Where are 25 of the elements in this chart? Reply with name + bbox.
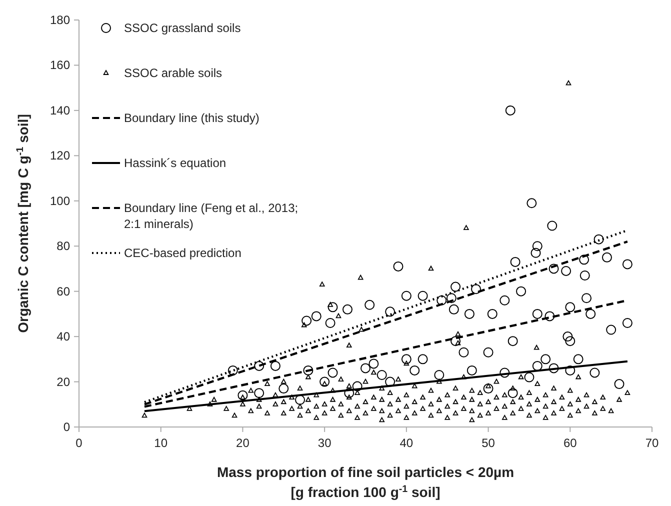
x-tick-label: 20 bbox=[236, 436, 250, 450]
x-tick-label: 50 bbox=[482, 436, 496, 450]
y-tick-label: 120 bbox=[50, 148, 70, 163]
x-tick-label: 10 bbox=[154, 436, 168, 450]
y-tick-label: 100 bbox=[50, 194, 70, 208]
legend-label: SSOC grassland soils bbox=[124, 21, 241, 35]
y-tick-label: 20 bbox=[56, 374, 70, 389]
x-axis-title: Mass proportion of fine soil particles < 20µm [g fraction 100 g$^{-1}$ soil] bbox=[216, 464, 514, 500]
x-tick-label: 40 bbox=[400, 436, 414, 450]
x-tick-label: 70 bbox=[645, 436, 659, 450]
legend-label: SSOC arable soils bbox=[124, 66, 222, 80]
legend-label: Boundary line (Feng et al., 2013; 2:1 minerals) bbox=[124, 201, 298, 231]
x-tick-label: 60 bbox=[563, 436, 578, 450]
y-tick-label: 40 bbox=[56, 330, 70, 344]
x-tick-label: 30 bbox=[318, 436, 332, 450]
y-tick-label: 140 bbox=[50, 103, 70, 118]
y-tick-label: 180 bbox=[50, 13, 70, 27]
y-tick-label: 160 bbox=[50, 58, 70, 72]
y-tick-label: 80 bbox=[56, 239, 70, 254]
x-tick-label: 0 bbox=[76, 436, 83, 450]
legend-label: Boundary line (this study) bbox=[124, 111, 260, 125]
legend-label: CEC-based prediction bbox=[124, 246, 242, 260]
y-tick-label: 0 bbox=[63, 420, 70, 434]
y-tick-label: 60 bbox=[56, 284, 70, 298]
legend-label: Hassink´s equation bbox=[124, 156, 226, 170]
